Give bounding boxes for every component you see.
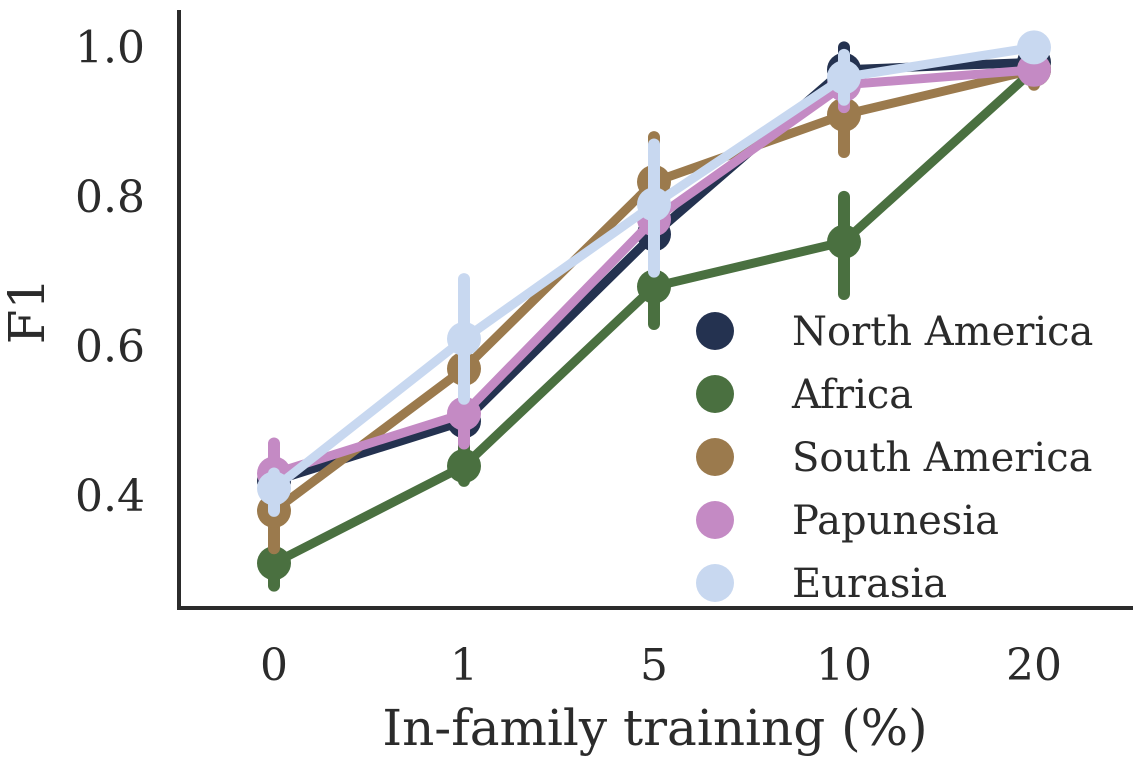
data-point <box>637 269 671 304</box>
x-tick-label: 20 <box>1006 640 1062 691</box>
x-axis-label: In-family training (%) <box>382 699 927 757</box>
data-point <box>257 471 291 506</box>
legend-label: South America <box>792 435 1092 481</box>
legend-marker <box>696 375 734 413</box>
legend-marker <box>696 438 734 476</box>
series-group <box>257 30 1051 592</box>
data-point <box>827 224 861 259</box>
data-point <box>1017 30 1051 65</box>
x-tick-label: 10 <box>816 640 872 691</box>
y-tick-label: 0.6 <box>75 321 145 372</box>
legend-marker <box>696 564 734 602</box>
data-point <box>447 448 481 483</box>
data-point <box>447 321 481 356</box>
series-eurasia <box>257 30 1051 517</box>
y-tick-label: 1.0 <box>75 22 145 73</box>
data-point <box>827 60 861 95</box>
y-axis-ticks: 0.4 0.6 0.8 1.0 <box>75 22 145 522</box>
legend-label: Papunesia <box>792 498 999 544</box>
x-tick-label: 5 <box>640 640 668 691</box>
y-tick-label: 0.4 <box>75 471 145 522</box>
legend-label: Africa <box>791 372 913 418</box>
data-point <box>827 97 861 132</box>
legend-marker <box>696 312 734 350</box>
x-tick-label: 0 <box>260 640 288 691</box>
y-axis-label: F1 <box>0 278 56 345</box>
data-point <box>257 546 291 581</box>
y-tick-label: 0.8 <box>75 172 145 223</box>
legend: North America Africa South America Papunesi… <box>696 309 1093 607</box>
x-axis-ticks: 0 1 5 10 20 <box>260 640 1062 691</box>
data-point <box>447 396 481 431</box>
legend-marker <box>696 501 734 539</box>
x-tick-label: 1 <box>450 640 478 691</box>
axes-spines <box>177 10 1133 610</box>
legend-label: Eurasia <box>792 561 947 607</box>
data-point <box>637 187 671 222</box>
legend-label: North America <box>792 309 1093 355</box>
